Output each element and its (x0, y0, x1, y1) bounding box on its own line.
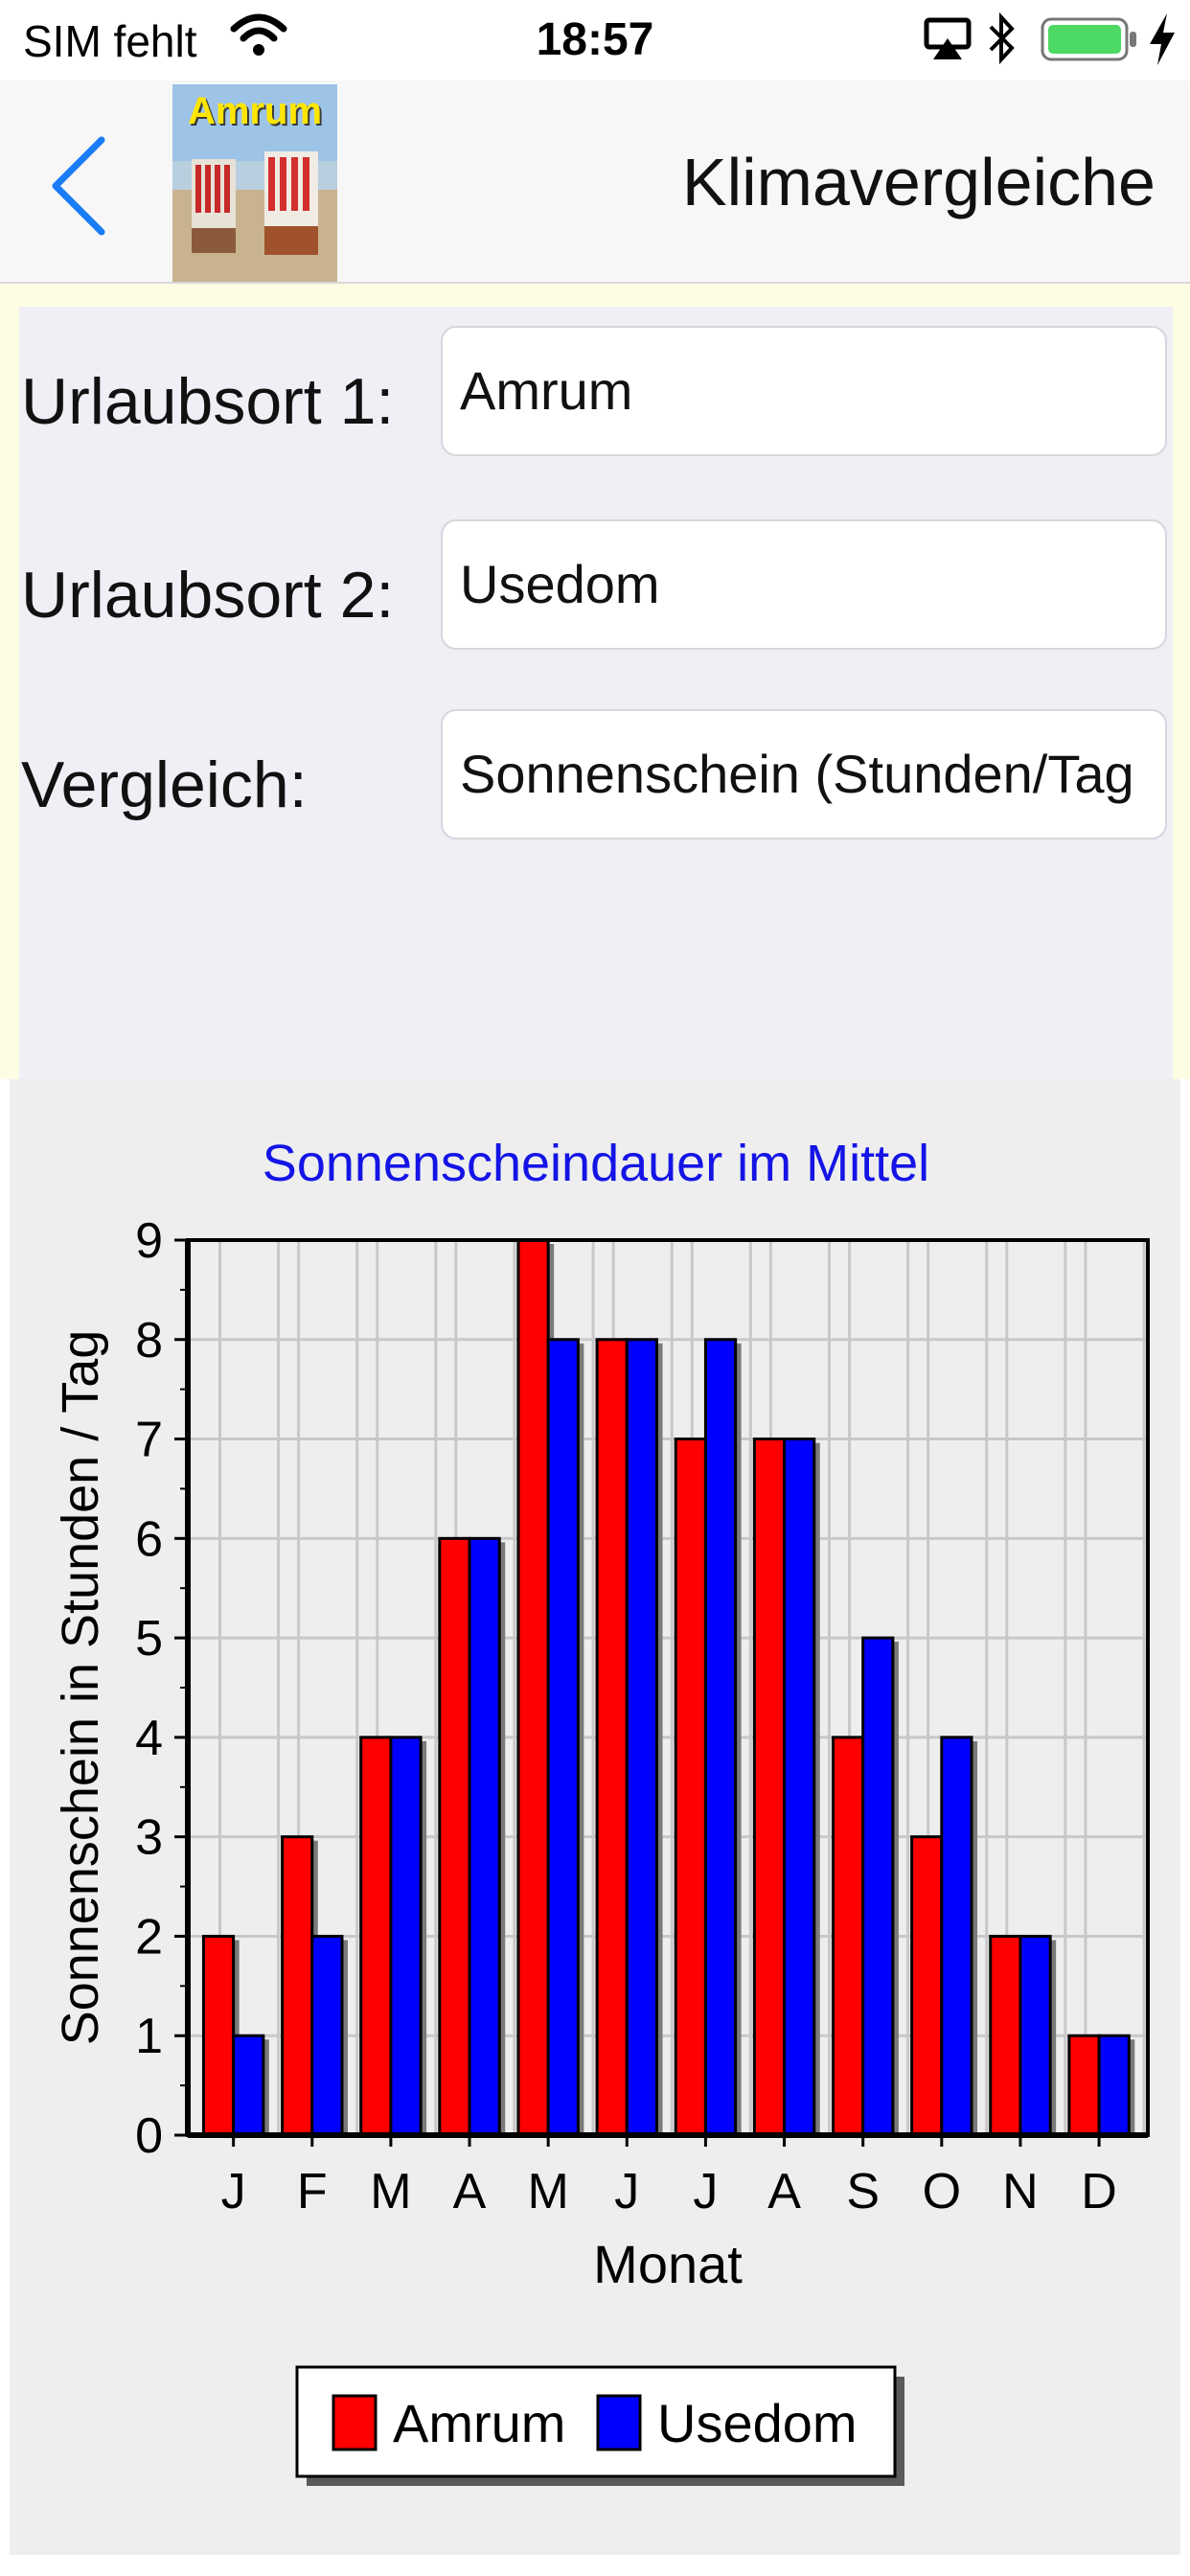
location-2-label: Urlaubsort 2: (21, 559, 395, 632)
location-thumbnail: Amrum (172, 84, 337, 282)
comparison-form: Urlaubsort 1: Amrum Urlaubsort 2: Usedom… (0, 284, 1190, 1079)
x-tick-label: M (527, 2164, 568, 2220)
bar-usedom-9 (940, 1736, 973, 2137)
y-tick-label: 5 (135, 1611, 163, 1667)
bar-amrum-2 (359, 1736, 393, 2137)
location-1-label: Urlaubsort 1: (21, 365, 395, 438)
x-tick-label: F (297, 2164, 328, 2220)
y-tick-label: 3 (135, 1810, 163, 1866)
bar-amrum-10 (989, 1934, 1022, 2137)
carrier-label: SIM fehlt (23, 16, 197, 66)
comparison-field[interactable]: Sonnenschein (Stunden/Tag (441, 709, 1167, 840)
x-axis-label: Monat (593, 2234, 743, 2294)
bluetooth-icon (989, 12, 1015, 65)
legend-swatch-usedom (596, 2394, 642, 2451)
location-2-field[interactable]: Usedom (441, 519, 1167, 650)
battery-icon (1041, 17, 1136, 61)
navigation-bar: Amrum Klimavergleiche (0, 80, 1190, 284)
legend-label-usedom: Usedom (657, 2393, 858, 2453)
x-tick-label: J (221, 2164, 246, 2220)
wifi-icon (230, 13, 287, 56)
chevron-left-icon[interactable] (38, 128, 125, 243)
y-axis-label: Sonnenschein in Stunden / Tag (52, 1330, 109, 2046)
y-tick-label: 8 (135, 1313, 163, 1368)
x-tick-label: O (923, 2164, 961, 2220)
form-panel: Urlaubsort 1: Amrum Urlaubsort 2: Usedom… (19, 307, 1173, 1079)
page-title: Klimavergleiche (681, 145, 1156, 219)
y-tick-label: 4 (135, 1711, 163, 1766)
bar-usedom-7 (783, 1438, 816, 2137)
bar-usedom-0 (232, 2034, 265, 2137)
bar-amrum-8 (831, 1736, 865, 2137)
status-bar: SIM fehlt 18:57 (0, 0, 1190, 80)
comparison-label: Vergleich: (21, 748, 308, 821)
bar-amrum-1 (281, 1835, 314, 2137)
bar-amrum-5 (595, 1338, 629, 2137)
clock: 18:57 (536, 14, 654, 65)
x-tick-label: J (693, 2164, 718, 2220)
x-tick-label: D (1081, 2164, 1117, 2220)
bar-usedom-5 (625, 1338, 659, 2137)
bar-usedom-6 (703, 1338, 738, 2137)
bar-usedom-10 (1018, 1934, 1052, 2137)
chart-panel: Sonnenscheindauer im Mittel 0 1 2 3 4 5 6 7 8 9 J F M… (10, 1079, 1180, 2555)
x-tick-label: A (767, 2164, 801, 2220)
bar-usedom-1 (310, 1934, 344, 2137)
y-tick-label: 7 (135, 1413, 163, 1468)
bar-usedom-2 (389, 1736, 423, 2137)
x-tick-label: N (1002, 2164, 1039, 2220)
bar-usedom-4 (546, 1338, 580, 2137)
bar-amrum-7 (752, 1438, 787, 2137)
charging-bolt-icon (1150, 13, 1175, 65)
bar-amrum-3 (438, 1536, 471, 2137)
legend-swatch-amrum (332, 2394, 378, 2451)
thumbnail-label: Amrum (187, 90, 323, 132)
chart-title: Sonnenscheindauer im Mittel (263, 1135, 929, 1192)
y-tick-label: 0 (135, 2108, 163, 2164)
y-tick-label: 1 (135, 2009, 163, 2064)
bar-usedom-3 (468, 1536, 501, 2137)
chart-area: Sonnenscheindauer im Mittel 0 1 2 3 4 5 6 7 8 9 J F M… (0, 1079, 1190, 2576)
x-tick-label: S (846, 2164, 880, 2220)
x-tick-label: J (614, 2164, 639, 2220)
bar-amrum-9 (910, 1835, 944, 2137)
x-tick-label: A (453, 2164, 487, 2220)
bar-amrum-4 (516, 1238, 550, 2137)
bar-usedom-8 (861, 1636, 895, 2137)
bar-amrum-11 (1067, 2034, 1101, 2137)
legend-label-amrum: Amrum (393, 2393, 565, 2453)
airplay-icon (924, 17, 972, 59)
bar-usedom-11 (1097, 2034, 1131, 2137)
beach-chairs-image (172, 84, 337, 282)
y-tick-label: 6 (135, 1511, 163, 1567)
bar-amrum-6 (674, 1438, 707, 2137)
location-1-field[interactable]: Amrum (441, 326, 1167, 456)
y-tick-label: 2 (135, 1909, 163, 1965)
bar-amrum-0 (201, 1934, 236, 2137)
legend (295, 2365, 897, 2478)
x-tick-label: M (370, 2164, 411, 2220)
y-tick-label: 9 (135, 1213, 163, 1269)
